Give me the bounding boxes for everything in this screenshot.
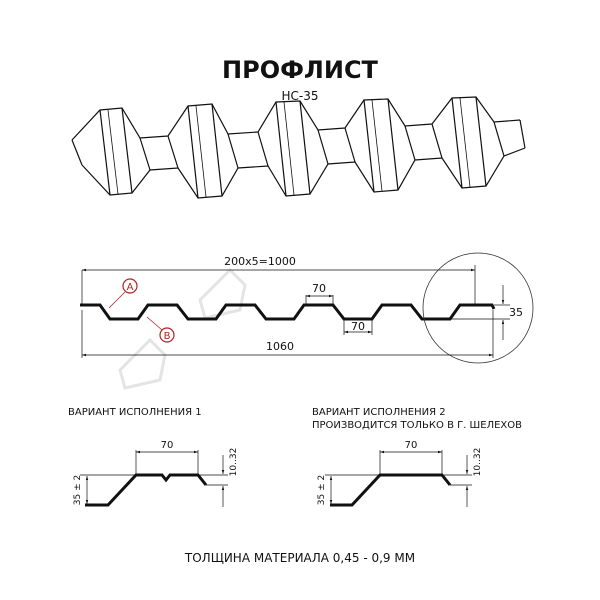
watermark-logo [118, 267, 247, 390]
svg-text:B: B [164, 331, 171, 342]
detail-circle [422, 252, 534, 364]
dim-pitch: 200x5=1000 [224, 255, 296, 268]
dim-total: 1060 [266, 340, 294, 353]
variant-1-title: ВАРИАНТ ИСПОЛНЕНИЯ 1 [68, 407, 202, 418]
model-subtitle: НС-35 [281, 89, 318, 103]
svg-text:A: A [127, 282, 134, 293]
callout-a: A [108, 278, 138, 309]
dim-bottom: 70 [351, 320, 365, 333]
sheet-3d-illustration [71, 96, 526, 199]
profile-line [80, 303, 496, 321]
page-title: ПРОФЛИСТ [222, 56, 379, 84]
dim-top: 70 [312, 282, 326, 295]
variant-1-dim-height: 35 ± 2 [73, 475, 83, 505]
variant-1-dim-lip: 10..32 [229, 448, 239, 477]
variant-1: ВАРИАНТ ИСПОЛНЕНИЯ 1 70 35 ± 2 10..32 [68, 407, 239, 507]
dim-height: 35 [509, 306, 523, 319]
callout-b: B [146, 316, 175, 343]
main-profile: 200x5=1000 1060 70 70 35 A B [80, 252, 534, 364]
variant-2: ВАРИАНТ ИСПОЛНЕНИЯ 2 ПРОИЗВОДИТСЯ ТОЛЬКО… [312, 407, 522, 507]
material-thickness: ТОЛЩИНА МАТЕРИАЛА 0,45 - 0,9 ММ [184, 551, 415, 565]
variant-2-title: ВАРИАНТ ИСПОЛНЕНИЯ 2 [312, 407, 446, 418]
variant-2-note: ПРОИЗВОДИТСЯ ТОЛЬКО В Г. ШЕЛЕХОВ [312, 420, 522, 431]
variant-2-dim-lip: 10..32 [473, 448, 483, 477]
variant-2-dim-width: 70 [405, 440, 418, 451]
variant-2-dim-height: 35 ± 2 [317, 475, 327, 505]
variant-1-dim-width: 70 [161, 440, 174, 451]
